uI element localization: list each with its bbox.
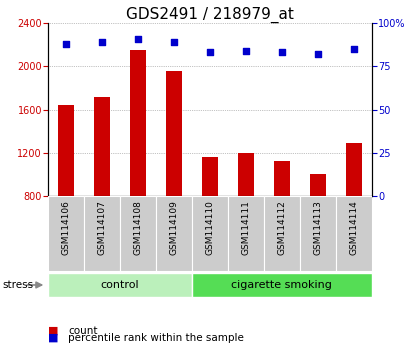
Point bbox=[63, 41, 70, 47]
Bar bbox=[48, 273, 192, 297]
Bar bbox=[94, 97, 110, 196]
Bar bbox=[58, 105, 74, 196]
Point bbox=[135, 36, 142, 41]
Bar bbox=[48, 196, 84, 271]
Bar bbox=[166, 71, 182, 196]
Bar bbox=[130, 50, 146, 196]
Point bbox=[315, 51, 321, 57]
Bar bbox=[192, 273, 372, 297]
Point bbox=[207, 50, 213, 55]
Text: GSM114109: GSM114109 bbox=[170, 200, 178, 255]
Bar bbox=[156, 196, 192, 271]
Title: GDS2491 / 218979_at: GDS2491 / 218979_at bbox=[126, 7, 294, 23]
Text: count: count bbox=[68, 326, 98, 336]
Text: ■: ■ bbox=[48, 333, 59, 343]
Bar bbox=[264, 196, 300, 271]
Text: percentile rank within the sample: percentile rank within the sample bbox=[68, 333, 244, 343]
Text: ■: ■ bbox=[48, 326, 59, 336]
Text: GSM114106: GSM114106 bbox=[62, 200, 71, 255]
Text: cigarette smoking: cigarette smoking bbox=[231, 280, 332, 290]
Point bbox=[99, 39, 105, 45]
Point bbox=[278, 50, 285, 55]
Bar bbox=[238, 153, 254, 196]
Text: stress: stress bbox=[2, 280, 33, 290]
Text: GSM114107: GSM114107 bbox=[98, 200, 107, 255]
Text: GSM114111: GSM114111 bbox=[241, 200, 250, 255]
Text: GSM114113: GSM114113 bbox=[313, 200, 322, 255]
Bar bbox=[192, 196, 228, 271]
Bar bbox=[274, 161, 290, 196]
Bar bbox=[120, 196, 156, 271]
Bar bbox=[300, 196, 336, 271]
Text: GSM114108: GSM114108 bbox=[134, 200, 143, 255]
Point bbox=[243, 48, 249, 53]
Point bbox=[171, 39, 177, 45]
Text: GSM114110: GSM114110 bbox=[205, 200, 215, 255]
Bar bbox=[336, 196, 372, 271]
Text: control: control bbox=[101, 280, 139, 290]
Point bbox=[350, 46, 357, 52]
Text: GSM114112: GSM114112 bbox=[277, 200, 286, 255]
Text: GSM114114: GSM114114 bbox=[349, 200, 358, 255]
Bar bbox=[310, 174, 326, 196]
Bar bbox=[346, 143, 362, 196]
Bar bbox=[202, 158, 218, 196]
Bar bbox=[84, 196, 120, 271]
Bar bbox=[228, 196, 264, 271]
